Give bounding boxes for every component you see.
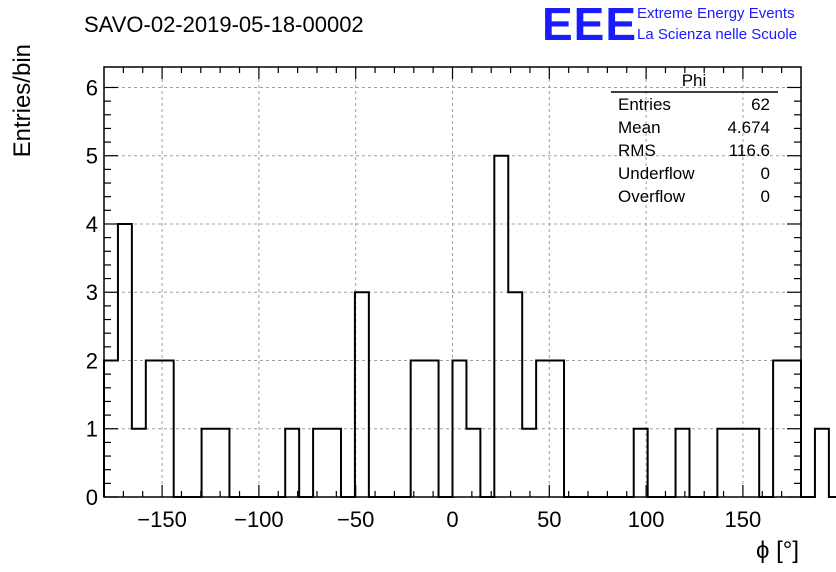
stats-row-label: Entries xyxy=(618,95,671,114)
histogram-bin xyxy=(202,429,216,497)
x-axis-label: ϕ [°] xyxy=(756,537,799,564)
stats-row-label: Mean xyxy=(618,118,661,137)
logo-line-2: La Scienza nelle Scuole xyxy=(637,26,797,43)
histogram-bin xyxy=(355,292,369,497)
stats-row-value: 4.674 xyxy=(727,118,770,137)
histogram-bin xyxy=(132,429,146,497)
x-tick-label: −50 xyxy=(337,507,374,532)
x-tick-label: 0 xyxy=(446,507,458,532)
histogram-outline xyxy=(103,154,836,498)
stats-box: Phi Entries 62 Mean 4.674 RMS 116.6 Underflow 0… xyxy=(611,71,778,206)
histogram-bin xyxy=(508,292,522,497)
histogram-bin xyxy=(313,429,327,497)
x-tick-label: −100 xyxy=(234,507,284,532)
logo-line-1: Extreme Energy Events xyxy=(637,5,795,22)
histogram-bin xyxy=(327,429,341,497)
histogram-bin xyxy=(522,429,536,497)
y-tick-label: 4 xyxy=(86,212,98,237)
stats-row-value: 0 xyxy=(761,187,770,206)
y-tick-label: 6 xyxy=(86,75,98,100)
histogram-bin xyxy=(815,429,829,497)
y-tick-label: 2 xyxy=(86,348,98,373)
eee-logo-text: EEE xyxy=(542,0,637,50)
stats-row-label: Underflow xyxy=(618,164,695,183)
y-axis-label: Entries/bin xyxy=(9,44,36,157)
stats-row-label: Overflow xyxy=(618,187,686,206)
histogram-bin xyxy=(466,429,480,497)
x-axis-ticks: −150 −100 −50 0 50 100 150 xyxy=(122,67,783,532)
histogram-bin xyxy=(494,156,508,497)
histogram-bin xyxy=(745,429,759,497)
histogram-bin xyxy=(676,429,690,497)
y-tick-label: 5 xyxy=(86,144,98,169)
x-tick-label: 50 xyxy=(537,507,561,532)
stats-row-value: 0 xyxy=(761,164,770,183)
chart-title: SAVO-02-2019-05-18-00002 xyxy=(84,12,364,37)
stats-row-value: 116.6 xyxy=(729,141,770,160)
stats-title: Phi xyxy=(682,71,707,90)
y-axis-ticks: 0 1 2 3 4 5 6 xyxy=(86,75,801,510)
y-tick-label: 0 xyxy=(86,485,98,510)
x-tick-label: 100 xyxy=(628,507,665,532)
y-tick-label: 3 xyxy=(86,280,98,305)
x-tick-label: 150 xyxy=(725,507,762,532)
histogram-bin xyxy=(216,429,230,497)
y-tick-label: 1 xyxy=(86,417,98,442)
histogram-bin xyxy=(285,429,299,497)
x-tick-label: −150 xyxy=(137,507,187,532)
stats-row-value: 62 xyxy=(751,95,770,114)
histogram-bin xyxy=(717,429,731,497)
histogram-bars xyxy=(103,154,836,498)
stats-row-label: RMS xyxy=(618,141,656,160)
eee-logo: EEE Extreme Energy Events La Scienza nel… xyxy=(542,0,797,50)
stats-rows: Entries 62 Mean 4.674 RMS 116.6 Underflow 0 Over… xyxy=(618,95,770,206)
